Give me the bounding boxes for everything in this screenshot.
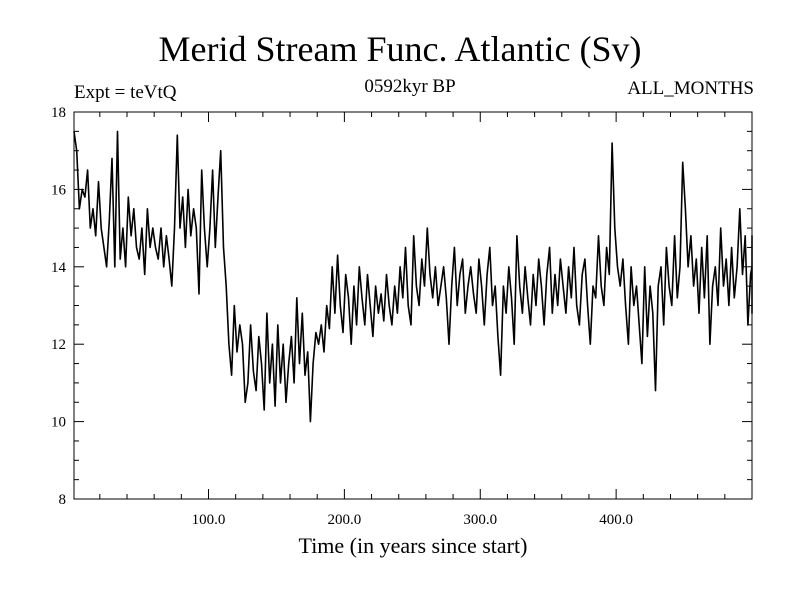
x-tick-label: 100.0 [192, 512, 226, 528]
y-tick-label: 12 [51, 337, 66, 353]
period-label: 0592kyr BP [364, 76, 456, 97]
x-tick-label: 200.0 [328, 512, 362, 528]
y-tick-label: 14 [51, 260, 67, 276]
y-tick-label: 10 [51, 415, 66, 431]
series-line [73, 130, 753, 423]
x-tick-label: 300.0 [463, 512, 497, 528]
y-tick-label: 8 [59, 492, 67, 508]
x-tick-label: 400.0 [599, 512, 633, 528]
x-axis-label: Time (in years since start) [298, 533, 528, 558]
chart-title: Merid Stream Func. Atlantic (Sv) [158, 29, 642, 69]
plot-frame [73, 111, 753, 500]
experiment-label: Expt = teVtQ [74, 82, 177, 103]
y-tick-label: 16 [51, 182, 67, 198]
y-tick-label: 18 [51, 105, 66, 121]
tick-labels: 8 10 12 14 16 18 100.0 200.0 300.0 400.0 [51, 105, 633, 528]
months-label: ALL_MONTHS [627, 78, 754, 99]
